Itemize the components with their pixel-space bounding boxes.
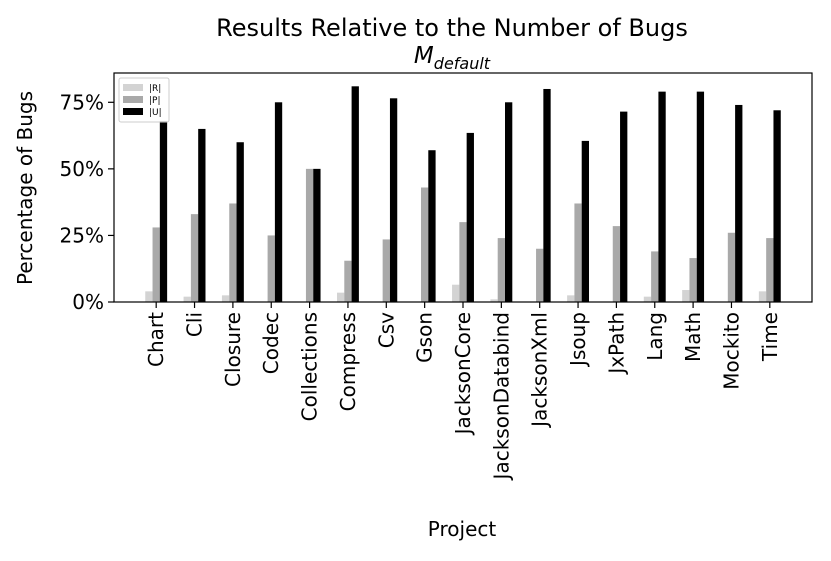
- bar: [574, 203, 582, 302]
- bar: [236, 142, 244, 302]
- bar: [459, 222, 467, 302]
- x-tick-label: Codec: [259, 312, 283, 374]
- y-tick-label: 75%: [60, 90, 104, 114]
- bar: [152, 227, 160, 302]
- bar: [758, 291, 767, 302]
- x-tick-label: Jsoup: [566, 312, 590, 368]
- plot-frame: [113, 72, 813, 303]
- bar: [183, 296, 191, 302]
- bar: [581, 140, 590, 302]
- subtitle-sub: default: [434, 54, 491, 73]
- bar: [344, 260, 352, 302]
- x-tick-label: Lang: [643, 312, 667, 361]
- y-tick-label: 0%: [72, 290, 104, 314]
- bar: [689, 258, 697, 302]
- x-tick-label: Csv: [374, 312, 398, 348]
- x-tick-label: Chart: [144, 312, 168, 367]
- x-tick-label: Gson: [413, 312, 437, 363]
- bar: [505, 102, 513, 302]
- bar: [643, 296, 652, 302]
- bar: [159, 120, 168, 302]
- bar: [351, 86, 359, 302]
- bar: [198, 128, 206, 302]
- bar: [735, 104, 743, 302]
- y-axis-label: Percentage of Bugs: [13, 91, 37, 285]
- bar: [766, 238, 774, 302]
- x-tick-label: JacksonCore: [451, 312, 475, 436]
- legend-label: |R|: [149, 84, 161, 94]
- bar: [682, 290, 690, 302]
- bar: [389, 98, 398, 302]
- bar: [267, 235, 275, 302]
- chart-subtitle: Mdefault: [414, 43, 491, 73]
- bar: [382, 239, 390, 302]
- x-tick-label: Closure: [221, 312, 245, 387]
- bar: [420, 187, 429, 302]
- x-tick-label: Math: [681, 312, 705, 362]
- bar: [620, 111, 628, 302]
- bar: [543, 88, 551, 302]
- bar: [490, 299, 498, 302]
- subtitle-base: M: [414, 43, 434, 69]
- bar: [274, 102, 283, 302]
- bar: [428, 150, 436, 302]
- bar: [658, 91, 666, 303]
- x-tick-label: JacksonXml: [528, 312, 552, 429]
- bar: [221, 295, 230, 302]
- chart-title: Results Relative to the Number of Bugs: [216, 14, 688, 42]
- legend-swatch: [123, 108, 143, 115]
- bar: [536, 248, 544, 302]
- y-tick-label: 25%: [60, 223, 104, 247]
- bar: [466, 132, 474, 302]
- legend-swatch: [123, 84, 143, 91]
- x-tick-label: JacksonDatabind: [489, 312, 513, 481]
- y-tick-label: 50%: [60, 157, 104, 181]
- bar: [145, 291, 153, 302]
- bar: [612, 226, 621, 302]
- legend: |R| |P| |U|: [118, 77, 170, 123]
- legend-swatch: [123, 96, 143, 103]
- bar: [497, 238, 506, 302]
- bar: [229, 203, 237, 302]
- bar: [190, 214, 199, 302]
- x-tick-label: Compress: [336, 312, 360, 411]
- x-axis-label: Project: [428, 517, 497, 541]
- bar: [452, 284, 460, 302]
- legend-label: |U|: [149, 108, 162, 118]
- x-tick-label: JxPath: [604, 312, 628, 376]
- x-tick-label: Time: [758, 312, 782, 362]
- bar: [305, 168, 314, 302]
- legend-label: |P|: [149, 96, 161, 106]
- x-tick-label: Mockito: [719, 312, 743, 390]
- bar: [773, 110, 781, 302]
- bar: [336, 292, 345, 302]
- bar: [567, 295, 575, 302]
- bar: [696, 91, 705, 303]
- x-tick-label: Collections: [298, 312, 322, 421]
- bar: [651, 251, 659, 302]
- bar: [313, 168, 321, 302]
- bar: [727, 232, 736, 302]
- x-tick-label: Cli: [183, 312, 207, 337]
